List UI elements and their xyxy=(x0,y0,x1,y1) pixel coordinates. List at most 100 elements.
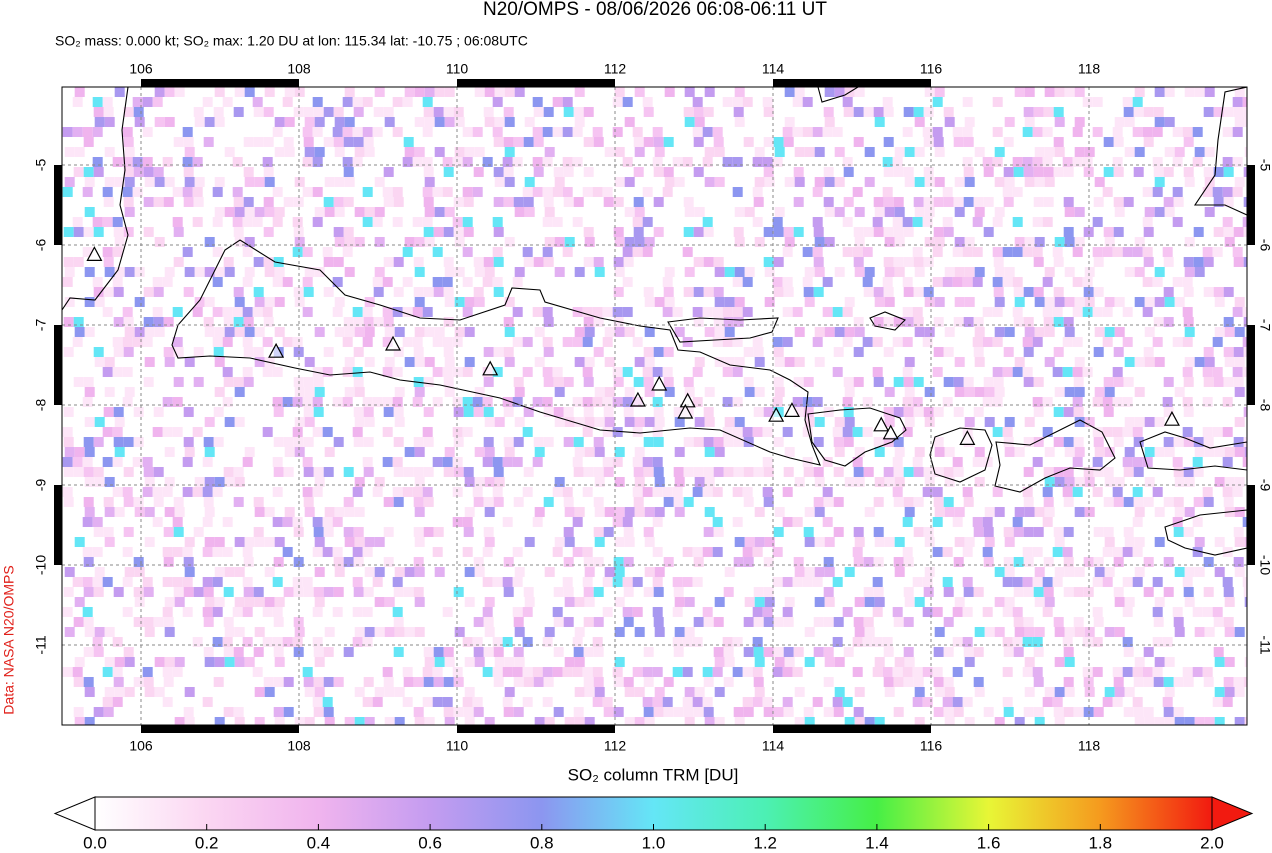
so2-pixel xyxy=(612,367,623,377)
so2-pixel xyxy=(1132,97,1143,107)
so2-pixel xyxy=(434,117,445,127)
so2-pixel xyxy=(1144,327,1155,337)
so2-pixel xyxy=(152,97,163,107)
so2-pixel xyxy=(963,317,974,327)
so2-pixel xyxy=(704,717,715,725)
so2-pixel xyxy=(84,627,95,637)
so2-pixel xyxy=(343,197,354,207)
so2-pixel xyxy=(1033,167,1044,177)
so2-pixel xyxy=(784,87,795,97)
so2-pixel xyxy=(454,267,465,277)
so2-pixel xyxy=(312,487,323,497)
so2-pixel xyxy=(93,707,104,717)
so2-pixel xyxy=(994,387,1005,397)
so2-pixel xyxy=(574,447,585,457)
so2-pixel xyxy=(893,617,904,627)
so2-pixel xyxy=(162,427,173,437)
so2-pixel xyxy=(922,487,933,497)
so2-pixel xyxy=(364,357,375,367)
so2-pixel xyxy=(772,217,783,227)
so2-pixel xyxy=(282,97,293,107)
so2-pixel xyxy=(422,487,433,497)
so2-pixel xyxy=(624,417,635,427)
so2-pixel xyxy=(573,467,584,477)
so2-pixel xyxy=(382,397,393,407)
y-tick-label: -5 xyxy=(33,159,49,172)
so2-pixel xyxy=(172,667,183,677)
so2-pixel xyxy=(903,257,914,267)
so2-pixel xyxy=(584,447,595,457)
so2-pixel xyxy=(664,387,675,397)
so2-pixel xyxy=(614,627,625,637)
so2-pixel xyxy=(62,427,73,437)
so2-pixel xyxy=(1072,277,1083,287)
so2-pixel xyxy=(883,287,894,297)
so2-pixel xyxy=(963,647,974,657)
so2-pixel xyxy=(902,427,913,437)
so2-pixel xyxy=(902,277,913,287)
so2-pixel xyxy=(903,497,914,507)
so2-pixel xyxy=(974,627,985,637)
so2-pixel xyxy=(1084,627,1095,637)
so2-pixel xyxy=(1193,437,1204,447)
so2-pixel xyxy=(892,487,903,497)
so2-pixel xyxy=(113,677,124,687)
so2-pixel xyxy=(204,597,215,607)
so2-pixel xyxy=(302,577,313,587)
y-tick-label: -7 xyxy=(33,319,49,332)
so2-pixel xyxy=(624,387,635,397)
so2-pixel xyxy=(733,467,744,477)
so2-pixel xyxy=(424,207,435,217)
so2-pixel xyxy=(804,627,815,637)
so2-pixel xyxy=(774,207,785,217)
so2-pixel xyxy=(954,537,965,547)
so2-pixel xyxy=(712,307,723,317)
so2-pixel xyxy=(642,667,653,677)
so2-pixel xyxy=(312,547,323,557)
so2-pixel xyxy=(853,227,864,237)
so2-pixel xyxy=(1023,587,1034,597)
so2-pixel xyxy=(253,347,264,357)
so2-pixel xyxy=(763,257,774,267)
so2-pixel xyxy=(842,427,853,437)
so2-pixel xyxy=(234,717,245,725)
so2-pixel xyxy=(994,327,1005,337)
so2-pixel xyxy=(73,467,84,477)
x-tick-label: 114 xyxy=(762,61,785,77)
so2-pixel xyxy=(274,117,285,127)
so2-pixel xyxy=(683,227,694,237)
so2-pixel xyxy=(212,307,223,317)
coastline xyxy=(62,87,129,311)
so2-pixel xyxy=(104,657,115,667)
so2-pixel xyxy=(83,467,94,477)
so2-pixel xyxy=(742,427,753,437)
so2-pixel xyxy=(1013,167,1024,177)
so2-pixel xyxy=(613,257,624,267)
so2-pixel xyxy=(844,417,855,427)
so2-pixel xyxy=(182,457,193,467)
so2-pixel xyxy=(413,437,424,447)
so2-pixel xyxy=(552,487,563,497)
so2-pixel xyxy=(104,147,115,157)
so2-pixel xyxy=(363,407,374,417)
so2-pixel xyxy=(272,517,283,527)
so2-pixel xyxy=(154,87,165,97)
so2-pixel xyxy=(1063,197,1074,207)
so2-pixel xyxy=(712,487,723,497)
so2-pixel xyxy=(834,177,845,187)
so2-pixel xyxy=(1164,297,1175,307)
so2-pixel xyxy=(442,607,453,617)
so2-pixel xyxy=(403,587,414,597)
so2-pixel xyxy=(1202,367,1213,377)
so2-pixel xyxy=(814,267,825,277)
so2-pixel xyxy=(392,127,403,137)
so2-pixel xyxy=(652,127,663,137)
so2-pixel xyxy=(762,427,773,437)
so2-pixel xyxy=(273,647,284,657)
so2-pixel xyxy=(742,697,753,707)
so2-pixel xyxy=(1183,137,1194,147)
so2-pixel xyxy=(834,657,845,667)
so2-pixel xyxy=(504,87,515,97)
so2-pixel xyxy=(722,337,733,347)
so2-pixel xyxy=(404,447,415,457)
